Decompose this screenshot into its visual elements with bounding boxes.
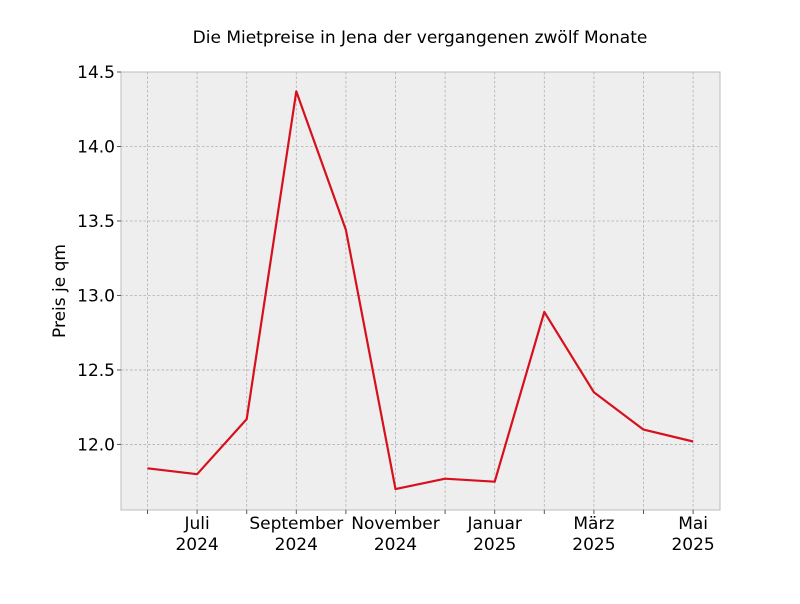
x-tick-label-year: 2024 [275,535,318,555]
y-tick-label: 13.0 [77,286,115,306]
chart-title: Die Mietpreise in Jena der vergangenen z… [193,28,648,48]
y-tick-label: 13.5 [77,212,115,232]
x-tick-label-year: 2024 [175,535,218,555]
x-tick-label-month: September [249,514,343,534]
x-tick-label-month: März [573,514,614,534]
plot-area [121,72,720,510]
x-tick-label-month: November [351,514,439,534]
y-tick-label: 12.5 [77,361,115,381]
x-tick-label-month: Mai [678,514,708,534]
x-tick-label-month: Juli [183,514,209,534]
y-tick-label: 14.5 [77,63,115,83]
axes: 12.012.513.013.514.014.5Juli2024Septembe… [77,63,715,555]
x-tick-label-month: Januar [467,514,522,534]
x-tick-label-year: 2025 [572,535,615,555]
series [147,90,694,491]
series-line [147,90,694,491]
plot-frame [120,71,721,511]
y-tick-label: 14.0 [77,137,115,157]
y-tick-label: 12.0 [77,435,115,455]
x-tick-label-year: 2024 [374,535,417,555]
y-axis-label: Preis je qm [50,244,70,338]
grid [121,71,720,510]
x-tick-label-year: 2025 [473,535,516,555]
x-tick-label-year: 2025 [671,535,714,555]
